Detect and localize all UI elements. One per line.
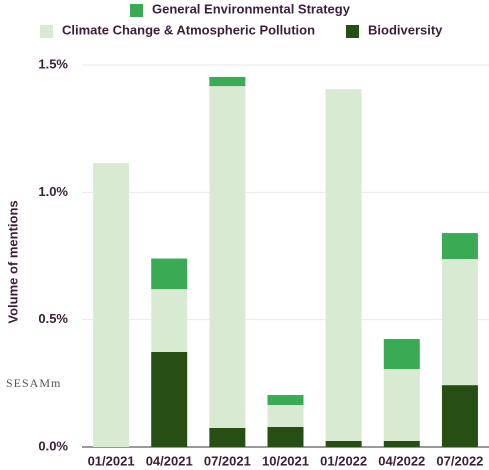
bar-segment [383, 339, 420, 370]
x-tick-label: 01/2022 [320, 453, 367, 468]
bar-segment [209, 76, 246, 87]
x-tick-label: 10/2021 [262, 453, 309, 468]
y-tick-label: 0.5% [38, 311, 68, 326]
bar-segment [383, 440, 420, 447]
legend-swatch [346, 25, 359, 38]
watermark: SESAMm [6, 376, 61, 390]
y-tick-label: 0.0% [38, 438, 68, 453]
bar-segment [209, 427, 246, 447]
legend-swatch [40, 25, 53, 38]
bar-segment [267, 404, 304, 427]
legend-label: Biodiversity [368, 22, 443, 37]
legend-label: Climate Change & Atmospheric Pollution [62, 22, 315, 37]
x-tick-label: 07/2022 [436, 453, 483, 468]
bar-segment [383, 369, 420, 441]
bar-segment [209, 86, 246, 428]
bar-segment [151, 258, 188, 290]
bar-segment [93, 163, 130, 447]
bar-segment [441, 385, 478, 447]
legend-swatch [130, 4, 143, 17]
bar-segment [325, 89, 362, 441]
bar-segment [267, 395, 304, 405]
y-tick-label: 1.0% [38, 184, 68, 199]
bar-segment [441, 259, 478, 386]
x-tick-label: 07/2021 [204, 453, 251, 468]
x-tick-label: 04/2021 [146, 453, 193, 468]
legend-label: General Environmental Strategy [152, 1, 351, 16]
bar-segment [151, 289, 188, 353]
bar-segment [441, 233, 478, 260]
bar-segment [267, 426, 304, 447]
y-tick-label: 1.5% [38, 56, 68, 71]
x-tick-label: 01/2021 [88, 453, 135, 468]
y-axis-title: Volume of mentions [5, 200, 20, 323]
x-tick-label: 04/2022 [378, 453, 425, 468]
bar-segment [151, 352, 188, 447]
bar-segment [325, 440, 362, 447]
